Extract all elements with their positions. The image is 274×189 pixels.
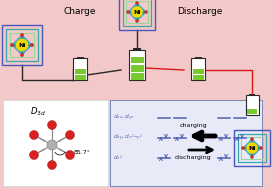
Bar <box>129 50 145 80</box>
Text: $d_{xy}, d_{x^2\!-\!y^2}$: $d_{xy}, d_{x^2\!-\!y^2}$ <box>113 133 143 143</box>
Bar <box>130 73 144 80</box>
Circle shape <box>136 2 138 4</box>
Bar <box>191 58 205 80</box>
Bar <box>249 94 255 95</box>
Bar <box>75 69 85 74</box>
Text: $d_{z^2}$: $d_{z^2}$ <box>113 153 122 163</box>
Text: Ni: Ni <box>133 10 141 15</box>
Circle shape <box>31 44 33 46</box>
Circle shape <box>16 39 28 51</box>
Text: Ni: Ni <box>248 146 256 151</box>
Text: Charge: Charge <box>64 7 96 16</box>
Bar <box>123 0 151 26</box>
Bar <box>247 109 257 114</box>
Bar <box>2 25 42 65</box>
Bar <box>133 48 141 50</box>
Polygon shape <box>128 3 146 21</box>
Text: 85.7°: 85.7° <box>74 150 91 156</box>
Circle shape <box>145 11 147 13</box>
Bar <box>246 95 258 115</box>
Text: $D_{3d}$: $D_{3d}$ <box>30 106 46 119</box>
Circle shape <box>65 130 75 139</box>
Circle shape <box>247 143 257 153</box>
Bar <box>193 75 204 80</box>
Circle shape <box>65 150 75 160</box>
Bar <box>241 137 263 159</box>
Bar <box>130 65 144 72</box>
Text: Discharge: Discharge <box>177 7 223 16</box>
Circle shape <box>21 34 23 36</box>
Bar <box>130 57 144 63</box>
Circle shape <box>251 156 253 158</box>
Circle shape <box>260 147 262 149</box>
Circle shape <box>30 150 39 160</box>
Text: Ni: Ni <box>18 43 26 48</box>
Circle shape <box>47 160 56 170</box>
Circle shape <box>21 54 23 56</box>
Bar <box>3 100 108 186</box>
Bar <box>195 57 201 58</box>
Bar <box>10 33 34 57</box>
Bar <box>119 0 155 30</box>
Polygon shape <box>243 139 261 157</box>
Circle shape <box>251 138 253 140</box>
Circle shape <box>11 44 13 46</box>
Circle shape <box>132 7 142 17</box>
Text: charging: charging <box>179 122 207 128</box>
Bar <box>75 75 85 80</box>
Bar <box>6 29 38 61</box>
Bar <box>73 58 87 80</box>
Text: $d_{xz}, d_{yz}$: $d_{xz}, d_{yz}$ <box>113 113 135 123</box>
Bar <box>234 130 270 166</box>
Circle shape <box>242 147 244 149</box>
Circle shape <box>136 20 138 22</box>
Bar <box>238 134 266 162</box>
Circle shape <box>30 130 39 139</box>
Text: discharging: discharging <box>175 154 211 160</box>
Circle shape <box>47 121 56 129</box>
Bar <box>110 100 262 186</box>
Bar <box>193 69 204 74</box>
Circle shape <box>47 140 57 150</box>
Circle shape <box>127 11 129 13</box>
Bar <box>76 57 84 58</box>
Polygon shape <box>12 35 32 55</box>
Bar <box>126 1 148 23</box>
